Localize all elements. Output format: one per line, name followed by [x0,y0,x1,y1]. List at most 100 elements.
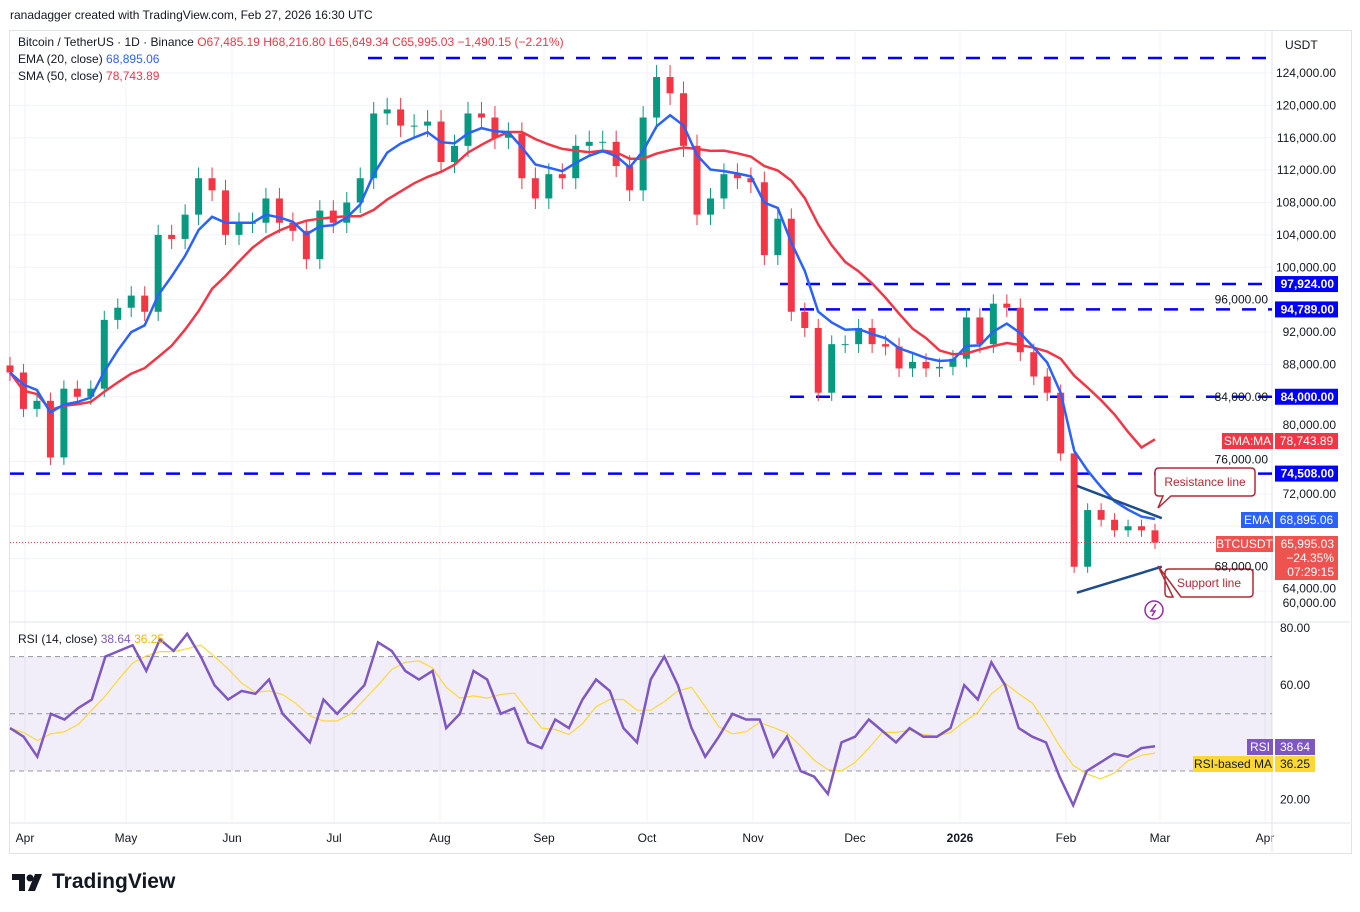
tradingview-logo-icon [12,874,42,891]
candle [760,182,768,256]
candle [1043,376,1051,393]
candle [289,222,297,231]
ema-legend[interactable]: EMA (20, close) 68,895.06 [18,52,159,66]
level-price-tag [1275,388,1338,405]
ema-price-text: 68,895.06 [1280,513,1334,527]
candle [383,109,391,114]
symbol-tag [1216,536,1273,552]
price-tick-label: 76,000.00 [1215,453,1269,467]
candle [612,141,620,167]
support-line-callout [1157,565,1254,598]
brand-name: TradingView [52,870,176,893]
trend-line [1076,484,1163,520]
candle [370,113,378,179]
low-value: L65,649.34 [328,35,389,49]
time-tick-label: Mar [1150,831,1171,845]
candle [976,317,984,345]
symbol-name[interactable]: Bitcoin / TetherUS · 1D · Binance [18,35,194,49]
candle [774,218,782,256]
candle [87,388,95,397]
price-tick-label: 96,000.00 [1215,293,1269,307]
candle [922,361,930,369]
candle [60,388,68,458]
ema-price-tag [1275,512,1338,528]
price-tick-label: 64,000.00 [1283,582,1337,596]
ema-name-text: EMA [1244,513,1270,527]
rsi-ma-value: 36.25 [134,632,165,646]
sma-price-tag [1275,433,1338,449]
candle [1016,307,1024,353]
resistance-line-label: Resistance line [1164,475,1246,489]
chart-credit: ranadagger created with TradingView.com,… [10,8,373,22]
high-value: H68,216.80 [263,35,326,49]
time-tick-label: Feb [1056,831,1077,845]
time-tick-label: Apr [16,831,35,845]
price-tick-label: 116,000.00 [1277,131,1336,145]
time-tick-label: May [115,831,138,845]
price-tick-label: 104,000.00 [1276,228,1336,242]
price-tick-label: 92,000.00 [1283,325,1337,339]
candle [235,222,243,235]
last-price-info: 07:29:15 [1287,565,1334,579]
level-price-tag [1275,301,1338,318]
candle [518,133,526,179]
rsi-label: RSI (14, close) [18,632,98,646]
candle [262,198,270,223]
ema-label: EMA (20, close) [18,52,103,66]
candle [1097,510,1105,520]
candle [1003,303,1011,308]
time-tick-label: Jul [326,831,341,845]
candle [275,198,283,223]
candle [1138,526,1146,531]
tradingview-logo[interactable]: TradingView [12,870,175,894]
candle [949,358,957,367]
candle [814,327,822,393]
candle [343,202,351,223]
lightning-event-icon [1144,600,1164,620]
candle [1124,526,1132,531]
price-tick-label: 72,000.00 [1283,487,1337,501]
sma-legend[interactable]: SMA (50, close) 78,743.89 [18,69,159,83]
currency-label[interactable]: USDT [1285,38,1318,52]
sma-name-text: SMA:MA [1224,434,1271,448]
candle [666,77,674,94]
time-tick-label: 2026 [947,831,974,845]
sma-value: 78,743.89 [106,69,160,83]
candle [639,117,647,191]
sma-label: SMA (50, close) [18,69,103,83]
candle [316,210,324,260]
candle [1084,510,1092,567]
candle [895,346,903,369]
candle [653,77,661,118]
symbol-text: BTCUSDT [1216,537,1273,551]
time-tick-label: Oct [638,831,657,845]
candle [962,317,970,359]
rsi-ma-last-text: 36.25 [1280,757,1310,771]
candle [491,117,499,138]
candle [141,295,149,312]
price-tick-label: 80,000.00 [1283,418,1337,432]
candle [46,400,54,458]
candle [6,365,14,373]
ema-line [9,113,1156,521]
price-tick-label: 68,000.00 [1215,559,1269,573]
candle [73,388,81,397]
candle [909,361,917,369]
lightning-icon [1149,603,1157,617]
ema-name-tag [1241,512,1273,528]
candle [868,327,876,345]
rsi-name-tag [1247,739,1273,755]
candle [801,311,809,328]
candle [1070,453,1078,567]
candle [410,125,418,127]
sma-line [8,130,1156,450]
rsi-legend[interactable]: RSI (14, close) 38.64 36.25 [18,632,164,646]
symbol-legend: Bitcoin / TetherUS · 1D · Binance O67,48… [18,35,564,49]
resistance-line-callout [1154,467,1256,509]
candle [1151,530,1159,543]
rsi-ma-name-tag [1193,756,1273,772]
price-tick-label: 108,000.00 [1276,196,1336,210]
support-line-label: Support line [1177,576,1241,590]
candle [626,166,634,191]
